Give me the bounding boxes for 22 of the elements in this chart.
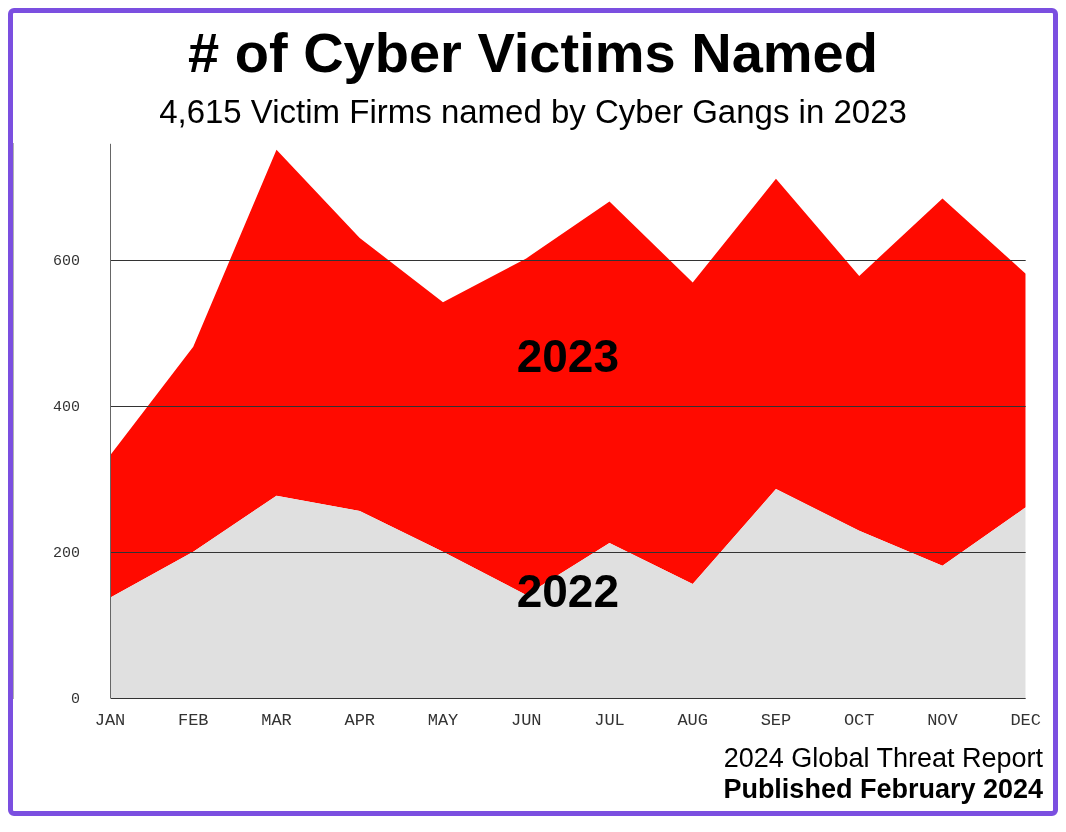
x-tick-label: DEC — [1010, 711, 1041, 731]
x-tick-label: AUG — [677, 711, 709, 731]
y-tick-label: 400 — [52, 398, 80, 416]
chart-subtitle: 4,615 Victim Firms named by Cyber Gangs in 2023 — [159, 93, 907, 131]
x-tick-label: JUL — [594, 711, 625, 731]
x-tick-label: JAN — [94, 711, 126, 731]
y-tick-label: 600 — [52, 252, 80, 270]
series-label: 2023 — [516, 330, 620, 383]
y-tick-label: 200 — [52, 544, 80, 562]
y-tick-label: 0 — [70, 690, 80, 708]
series-label: 2022 — [516, 564, 620, 617]
x-tick-label: JUN — [510, 711, 542, 731]
x-tick-label: MAR — [261, 711, 292, 731]
x-tick-label: MAY — [427, 711, 459, 731]
x-tick-label: APR — [344, 711, 376, 731]
text: Published February 2024 — [722, 774, 1043, 805]
chart-title: # of Cyber Victims Named — [188, 21, 878, 85]
text: 2024 Global Threat Report — [722, 743, 1043, 774]
x-tick-label: OCT — [843, 711, 875, 731]
x-tick-label: NOV — [927, 711, 959, 731]
x-tick-label: FEB — [177, 711, 209, 731]
x-tick-label: SEP — [760, 711, 792, 731]
